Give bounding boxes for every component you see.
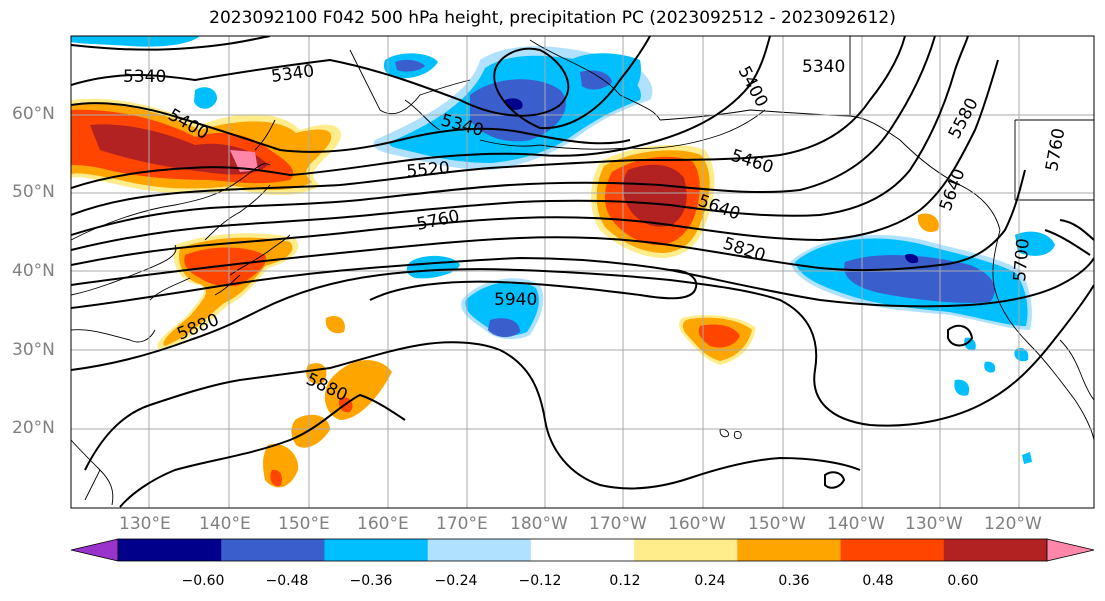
lon-label: 180°W [510, 514, 568, 534]
graticule [71, 36, 1094, 508]
contour-label: 5340 [123, 67, 166, 87]
contour-label: 5940 [494, 290, 537, 310]
colorbar-segment [221, 539, 325, 561]
colorbar-tick: −0.12 [518, 573, 562, 589]
lon-label: 160°W [668, 514, 726, 534]
lat-label: 60°N [12, 104, 55, 124]
colorbar-tick: −0.60 [181, 573, 225, 589]
lon-label: 160°E [357, 514, 409, 534]
lon-label: 150°E [278, 514, 330, 534]
colorbar-tick: −0.48 [265, 573, 309, 589]
colorbar-segment [737, 539, 842, 561]
colorbar-underflow [70, 538, 119, 562]
lon-label: 170°E [436, 514, 488, 534]
contour-label: 5340 [802, 57, 845, 77]
colorbar-overflow [1046, 538, 1095, 562]
colorbar-tick: 0.24 [694, 573, 726, 589]
colorbar-segment [943, 539, 1048, 561]
colorbar-segment [118, 539, 222, 561]
lon-label: 120°W [984, 514, 1042, 534]
colorbar-segment [324, 539, 429, 561]
map-frame [70, 35, 1095, 509]
lon-label: 130°E [119, 514, 171, 534]
coastlines [71, 36, 1094, 506]
contour-label: 5520 [406, 158, 451, 182]
lon-label: 150°W [748, 514, 806, 534]
colorbar-tick: −0.36 [349, 573, 393, 589]
colorbar-tick: −0.24 [434, 573, 478, 589]
colorbar [70, 538, 1095, 562]
colorbar-segment [840, 539, 945, 561]
height-contours [71, 36, 1094, 508]
colorbar-tick: 0.12 [609, 573, 641, 589]
lon-label: 170°W [589, 514, 647, 534]
contour-label: 5700 [1010, 238, 1034, 283]
lat-label: 50°N [12, 182, 55, 202]
lat-label: 30°N [12, 340, 55, 360]
colorbar-tick: 0.36 [778, 573, 810, 589]
lon-label: 130°W [905, 514, 963, 534]
map-title: 2023092100 F042 500 hPa height, precipit… [209, 8, 896, 28]
lat-label: 20°N [12, 418, 55, 438]
colorbar-tick: 0.60 [947, 573, 979, 589]
lon-label: 140°E [199, 514, 251, 534]
colorbar-tick: 0.48 [862, 573, 894, 589]
colorbar-segment [530, 539, 635, 561]
colorbar-segment [634, 539, 738, 561]
lat-label: 40°N [12, 261, 55, 281]
lon-label: 140°W [827, 514, 885, 534]
colorbar-segment [427, 539, 532, 561]
